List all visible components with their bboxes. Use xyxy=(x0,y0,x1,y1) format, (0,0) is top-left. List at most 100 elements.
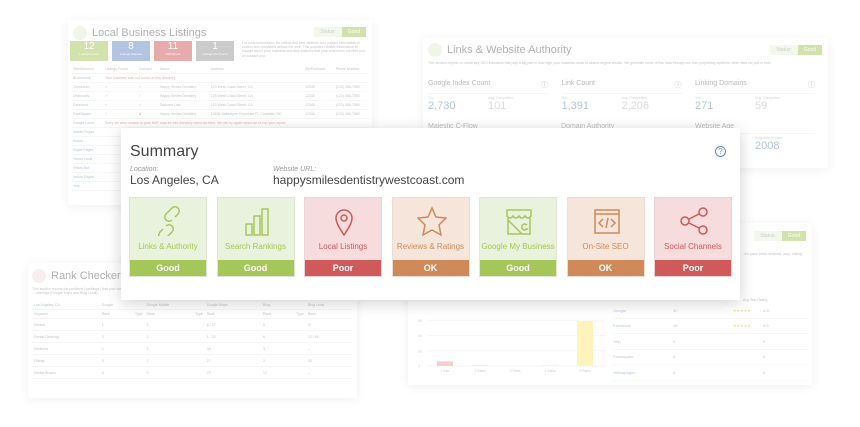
rank-header: Rank xyxy=(206,312,215,316)
y-tick-label: 40 xyxy=(418,334,422,338)
table-row: Fillings 5 7 27 2 28 xyxy=(32,354,352,367)
panel-title: Links & Website Authority xyxy=(447,44,572,56)
link-icon xyxy=(428,43,442,57)
status-label: Status: xyxy=(770,45,798,55)
url-label: Website URL: xyxy=(273,166,317,173)
metric-card: Link Count ⓘ You 1,391 Avg. Competitor 2,206 xyxy=(561,80,682,112)
tile-label: Links & Authority xyxy=(138,242,198,251)
review-site-row: Facebook 49 ★★★★★ 4.5 xyxy=(613,319,808,334)
panel-title: Local Business Listings xyxy=(92,27,207,39)
y-tick-label: 20 xyxy=(418,349,422,353)
review-site-row: Yellowpages 0 0 xyxy=(613,365,808,381)
x-tick-label: 4 Stars xyxy=(544,369,555,373)
metric-card: Linking Domains ⓘ You 271 Avg. Competitor 59 xyxy=(695,80,815,112)
bar-chart-icon xyxy=(244,208,269,236)
listing-stat: 11 NAP Errors xyxy=(154,41,192,61)
tile-status: Good xyxy=(480,260,556,276)
x-tick-label: 2 Stars xyxy=(474,369,485,373)
review-site-row: Google 30 ★★★★★ 4.8 xyxy=(613,303,808,319)
url-value[interactable]: happysmilesdentistrywestcoast.com xyxy=(273,173,465,187)
column-header: Listings Found xyxy=(103,65,137,74)
tile-links-authority[interactable]: Links & Authority Good xyxy=(129,197,207,277)
reg-label: Registration Date xyxy=(755,136,783,140)
tile-search-rankings[interactable]: Search Rankings Good xyxy=(216,197,295,277)
tile-status: Poor xyxy=(305,260,381,276)
rank-header: Rank xyxy=(307,312,316,316)
help-icon[interactable]: ⓘ xyxy=(808,82,815,89)
x-tick-label: 5 Stars xyxy=(579,369,590,373)
rank-location: Los Angeles, CA xyxy=(32,301,100,310)
status-badge: Good xyxy=(781,231,806,241)
tile-status: Good xyxy=(130,260,206,276)
listing-stat: 12 Listings Found xyxy=(70,41,108,61)
type-header: Type xyxy=(296,312,304,316)
bar xyxy=(472,365,488,366)
tile-label: Reviews & Ratings xyxy=(396,242,465,251)
tile-local-listings[interactable]: Local Listings Poor xyxy=(304,197,382,277)
tile-label: Social Channels xyxy=(664,242,722,251)
summary-title: Summary xyxy=(130,143,199,160)
link-icon xyxy=(158,206,180,236)
x-tick-label: 3 Stars xyxy=(509,369,520,373)
tile-on-site-seo[interactable]: On-Site SEO OK xyxy=(566,197,645,277)
status-label: Status: xyxy=(314,27,342,37)
tile-reviews-ratings[interactable]: Reviews & Ratings OK xyxy=(391,197,470,277)
storefront-icon xyxy=(506,209,532,235)
listing-stat: 8 Listings Claimed xyxy=(112,41,150,61)
location-value: Los Angeles, CA xyxy=(130,173,219,187)
listings-icon xyxy=(73,26,87,40)
status-badge: Good xyxy=(797,45,822,55)
tile-label: Local Listings xyxy=(318,242,368,251)
bar xyxy=(542,365,558,366)
engine-header: Google Maps xyxy=(204,301,262,310)
type-header: Type xyxy=(195,312,203,316)
tile-status: Poor xyxy=(655,260,731,276)
table-row: Dental Braces 8 9 23 12 -- xyxy=(32,366,352,379)
rank-header: Rank xyxy=(146,312,155,316)
bar xyxy=(437,361,453,366)
table-row: Dental Cleaning 3 3 1 / 33 6 13 / 48 xyxy=(32,330,352,343)
tile-label: Google My Business xyxy=(481,242,555,251)
help-icon[interactable]: ? xyxy=(715,146,726,157)
table-row: Dexknows ✔ ✔ Happy Smiles Dentistry 123 West… xyxy=(71,91,369,101)
tile-label: Search Rankings xyxy=(225,242,286,251)
y-tick-label: 60 xyxy=(418,319,422,323)
tile-status: OK xyxy=(392,260,469,276)
rank-icon xyxy=(32,269,46,283)
status-label: Status: xyxy=(754,231,782,241)
summary-card: Summary ? Location: Los Angeles, CA Webs… xyxy=(121,128,740,300)
keyword-header: Keyword xyxy=(32,309,100,319)
help-icon[interactable]: ⓘ xyxy=(541,82,548,89)
metric-title: Majestic C-Flow xyxy=(428,123,478,130)
star-icon xyxy=(416,206,447,236)
tile-status: OK xyxy=(567,260,644,276)
table-row: Dentist 1 1 6 / 27 5 37 xyxy=(32,318,352,331)
tile-label: On-Site SEO xyxy=(582,242,629,251)
rating-header: Avg Star Rating xyxy=(743,298,768,302)
column-header: Zip/Postcode xyxy=(302,65,334,74)
listings-desc: For local businesses, it's critical that… xyxy=(242,41,365,58)
table-row: FourSquare ✔ ✘ Happy Smiles Dentistry 13836 … xyxy=(71,109,369,119)
map-pin-icon xyxy=(335,209,353,236)
table-row: Citysearch ✔ ✔ Happy Smiles Dentistry 123 We… xyxy=(71,82,369,92)
listing-stat: 1 Listings Not Found xyxy=(196,41,234,61)
rank-desc: This section reports the positions ('ran… xyxy=(32,287,129,295)
bar xyxy=(577,321,593,366)
y-tick-label: 0 xyxy=(418,365,420,369)
column-header: Name xyxy=(157,65,209,74)
engine-header: Google xyxy=(99,301,145,310)
review-site-row: Foursquare 0 0 xyxy=(613,350,808,365)
help-icon[interactable]: ⓘ xyxy=(674,82,682,89)
tile-google-my-business[interactable]: Google My Business Good xyxy=(479,197,557,277)
panel-title: Rank Checker xyxy=(51,270,121,282)
table-row: Brownbook Your business was not found on … xyxy=(71,73,369,83)
engine-header: Bing Local xyxy=(305,301,352,310)
table-row: Facebook ✔ ✔ Dadome Law 123 West Coast Stree… xyxy=(71,100,369,110)
rank-header: Rank xyxy=(101,312,110,316)
tile-social-channels[interactable]: Social Channels Poor xyxy=(654,197,732,277)
code-window-icon xyxy=(593,209,620,234)
column-header: Phone Number xyxy=(333,65,369,74)
x-tick-label: 1 Star xyxy=(440,369,450,373)
share-icon xyxy=(680,207,708,235)
metric-title: Domain Authority xyxy=(561,123,615,130)
